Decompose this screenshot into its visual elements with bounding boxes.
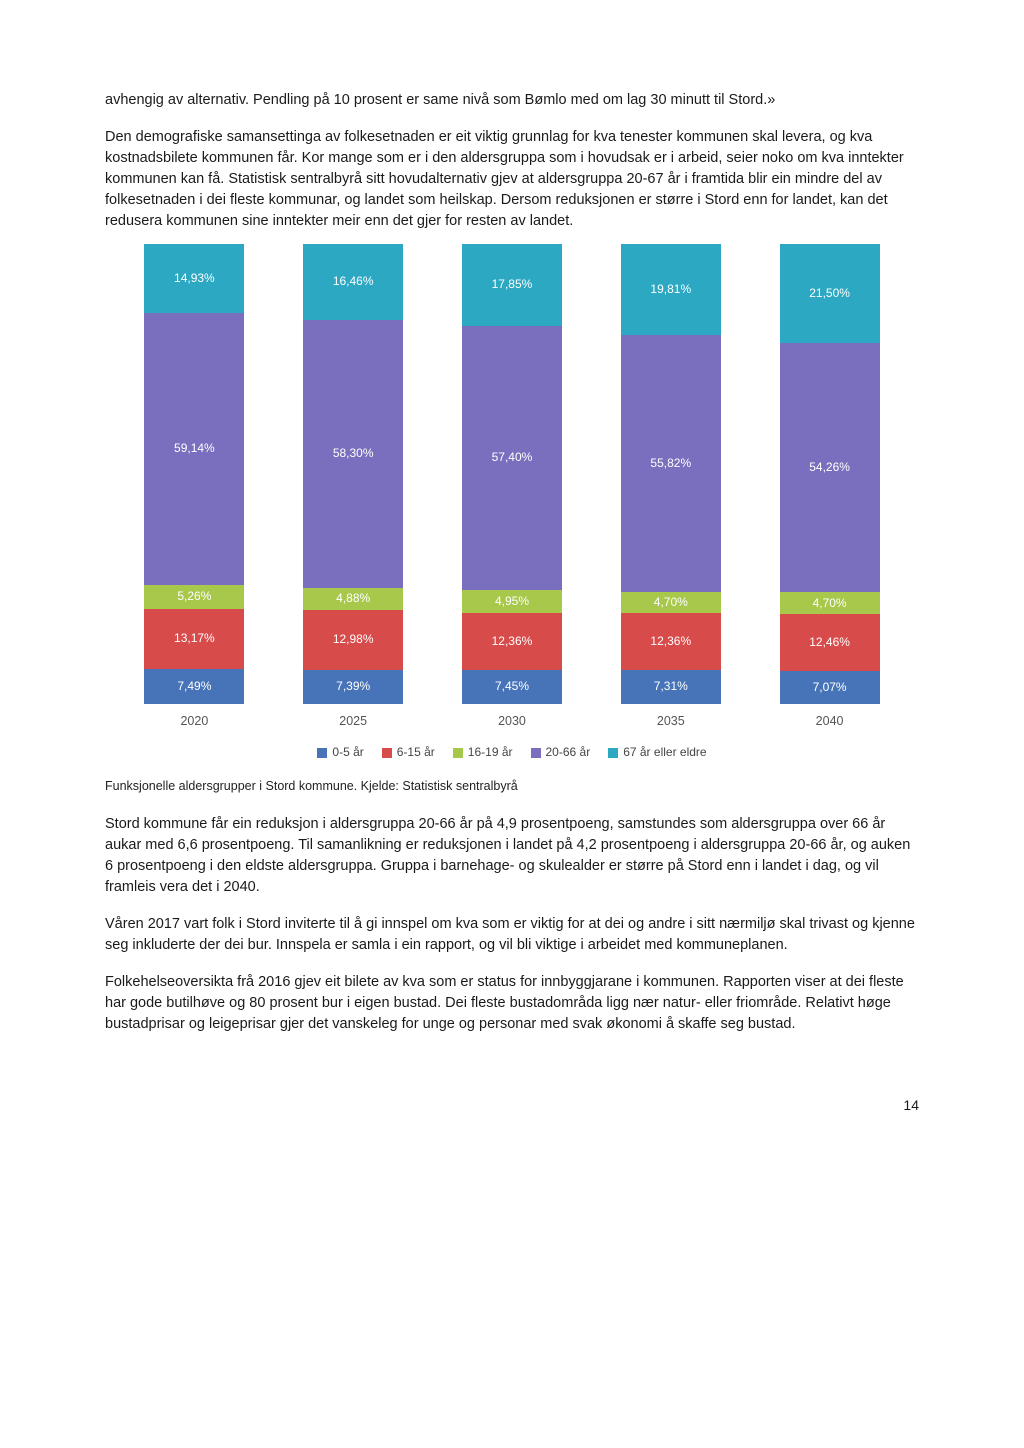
bar-x-label: 2040	[816, 712, 844, 730]
stacked-bar: 14,93%59,14%5,26%13,17%7,49%	[144, 244, 244, 704]
bar-segment: 4,88%	[303, 588, 403, 610]
chart-bars-area: 14,93%59,14%5,26%13,17%7,49%202016,46%58…	[105, 250, 919, 730]
bar-column: 21,50%54,26%4,70%12,46%7,07% 2040	[770, 244, 890, 730]
bar-segment: 12,98%	[303, 610, 403, 670]
bar-x-label: 2035	[657, 712, 685, 730]
bar-segment: 7,45%	[462, 670, 562, 704]
bar-segment: 7,39%	[303, 670, 403, 704]
bar-segment: 7,07%	[780, 671, 880, 704]
legend-swatch	[531, 748, 541, 758]
legend-label: 0-5 år	[332, 744, 363, 761]
bar-column: 14,93%59,14%5,26%13,17%7,49% 2020	[134, 244, 254, 730]
legend-swatch	[453, 748, 463, 758]
chart-legend: 0-5 år 6-15 år 16-19 år 20-66 år 67 år eller…	[105, 744, 919, 761]
legend-item: 20-66 år	[531, 744, 591, 761]
legend-label: 20-66 år	[546, 744, 591, 761]
bar-segment: 16,46%	[303, 244, 403, 320]
paragraph-3: Stord kommune får ein reduksjon i alders…	[105, 814, 919, 898]
bar-column: 17,85%57,40%4,95%12,36%7,45% 2030	[452, 244, 572, 730]
bar-segment: 4,70%	[780, 592, 880, 614]
paragraph-intro-2: Den demografiske samansettinga av folkes…	[105, 127, 919, 232]
paragraph-5: Folkehelseoversikta frå 2016 gjev eit bi…	[105, 972, 919, 1035]
bar-segment: 58,30%	[303, 320, 403, 588]
bar-segment: 4,95%	[462, 590, 562, 613]
legend-swatch	[608, 748, 618, 758]
legend-label: 6-15 år	[397, 744, 435, 761]
bar-segment: 13,17%	[144, 609, 244, 670]
stacked-bar: 16,46%58,30%4,88%12,98%7,39%	[303, 244, 403, 704]
bar-segment: 55,82%	[621, 335, 721, 592]
legend-label: 67 år eller eldre	[623, 744, 706, 761]
legend-item: 6-15 år	[382, 744, 435, 761]
bar-segment: 12,46%	[780, 614, 880, 671]
bar-segment: 54,26%	[780, 343, 880, 593]
bar-x-label: 2020	[180, 712, 208, 730]
paragraph-intro-1: avhengig av alternativ. Pendling på 10 p…	[105, 90, 919, 111]
bar-column: 19,81%55,82%4,70%12,36%7,31% 2035	[611, 244, 731, 730]
legend-item: 16-19 år	[453, 744, 513, 761]
legend-swatch	[382, 748, 392, 758]
bar-column: 16,46%58,30%4,88%12,98%7,39% 2025	[293, 244, 413, 730]
bar-x-label: 2030	[498, 712, 526, 730]
legend-label: 16-19 år	[468, 744, 513, 761]
age-groups-chart: 14,93%59,14%5,26%13,17%7,49%202016,46%58…	[105, 250, 919, 761]
bar-segment: 12,36%	[462, 613, 562, 670]
bar-segment: 12,36%	[621, 613, 721, 670]
bar-segment: 5,26%	[144, 585, 244, 609]
stacked-bar: 17,85%57,40%4,95%12,36%7,45%	[462, 244, 562, 704]
bar-segment: 17,85%	[462, 244, 562, 326]
chart-caption: Funksjonelle aldersgrupper i Stord kommu…	[105, 777, 919, 795]
legend-item: 67 år eller eldre	[608, 744, 706, 761]
bar-segment: 21,50%	[780, 244, 880, 343]
page-number: 14	[105, 1095, 919, 1115]
stacked-bar: 21,50%54,26%4,70%12,46%7,07%	[780, 244, 880, 704]
bar-segment: 59,14%	[144, 313, 244, 585]
bar-segment: 14,93%	[144, 244, 244, 313]
bar-segment: 7,31%	[621, 670, 721, 704]
stacked-bar: 19,81%55,82%4,70%12,36%7,31%	[621, 244, 721, 704]
bar-segment: 57,40%	[462, 326, 562, 590]
legend-item: 0-5 år	[317, 744, 363, 761]
bar-segment: 7,49%	[144, 669, 244, 703]
paragraph-4: Våren 2017 vart folk i Stord inviterte t…	[105, 914, 919, 956]
bar-x-label: 2025	[339, 712, 367, 730]
legend-swatch	[317, 748, 327, 758]
bar-segment: 4,70%	[621, 592, 721, 614]
bar-segment: 19,81%	[621, 244, 721, 335]
